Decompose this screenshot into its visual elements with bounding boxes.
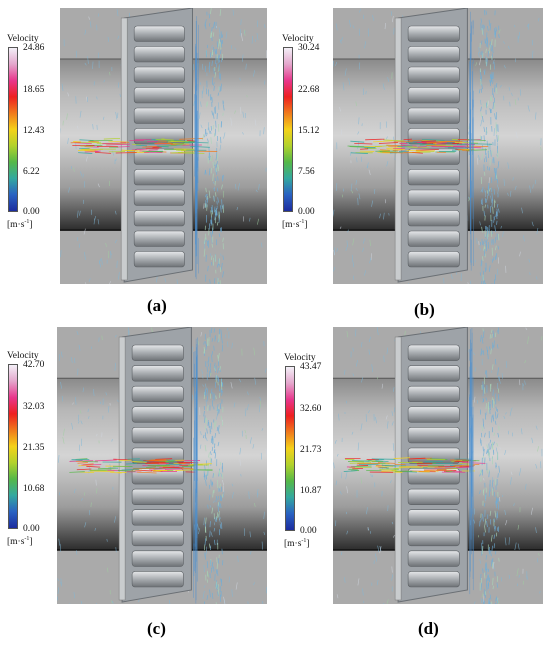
- caption-b: (b): [414, 300, 435, 319]
- legend-tick: 32.60: [300, 404, 322, 414]
- legend-title: Velocity: [284, 353, 316, 363]
- legend-tick: 30.24: [298, 43, 320, 53]
- cfd-render-svg: [333, 327, 543, 604]
- legend-units: [m·s-1]: [282, 219, 308, 231]
- simulation-render-c: [57, 327, 267, 604]
- legend-tick: 12.43: [23, 126, 45, 136]
- legend-tick: 0.00: [298, 207, 315, 217]
- cfd-render-svg: [57, 327, 267, 604]
- legend-tick: 21.73: [300, 445, 322, 455]
- legend-title: Velocity: [7, 351, 39, 361]
- legend-tick: 0.00: [300, 526, 317, 536]
- legend-tick: 0.00: [23, 207, 40, 217]
- legend-tick: 0.00: [23, 524, 40, 534]
- caption-c: (c): [147, 619, 166, 638]
- caption-a: (a): [147, 296, 167, 315]
- legend-tick: 32.03: [23, 402, 45, 412]
- cfd-render-svg: [60, 8, 267, 284]
- legend-units: [m·s-1]: [7, 536, 33, 548]
- simulation-render-b: [333, 8, 543, 284]
- legend-units: [m·s-1]: [284, 538, 310, 550]
- caption-d: (d): [418, 619, 439, 638]
- legend-tick: 43.47: [300, 362, 322, 372]
- legend-title: Velocity: [7, 34, 39, 44]
- colorbar: [283, 47, 293, 212]
- legend-title: Velocity: [282, 34, 314, 44]
- simulation-render-d: [333, 327, 543, 604]
- legend-units: [m·s-1]: [7, 219, 33, 231]
- legend-tick: 18.65: [23, 85, 45, 95]
- legend-tick: 42.70: [23, 360, 45, 370]
- legend-tick: 22.68: [298, 85, 320, 95]
- colorbar: [8, 47, 18, 212]
- colorbar: [285, 366, 295, 531]
- legend-tick: 10.68: [23, 484, 45, 494]
- legend-tick: 6.22: [23, 167, 40, 177]
- colorbar: [8, 364, 18, 529]
- legend-tick: 21.35: [23, 443, 45, 453]
- legend-tick: 15.12: [298, 126, 320, 136]
- legend-tick: 24.86: [23, 43, 45, 53]
- legend-tick: 10.87: [300, 486, 322, 496]
- legend-tick: 7.56: [298, 167, 315, 177]
- cfd-render-svg: [333, 8, 543, 284]
- simulation-render-a: [60, 8, 267, 284]
